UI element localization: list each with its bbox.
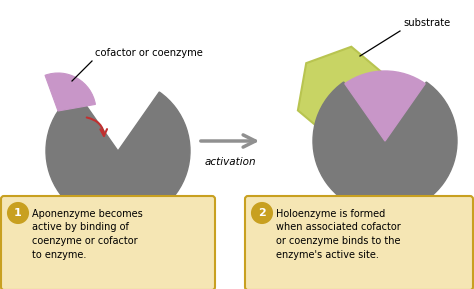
Text: activation: activation (204, 157, 256, 167)
Text: to enzyme.: to enzyme. (32, 249, 86, 260)
Text: Holoenzyme is formed: Holoenzyme is formed (276, 209, 385, 219)
Polygon shape (298, 47, 388, 141)
Wedge shape (313, 82, 457, 213)
Text: when associated cofactor: when associated cofactor (276, 223, 401, 232)
Circle shape (252, 203, 272, 223)
FancyBboxPatch shape (245, 196, 473, 289)
Text: substrate: substrate (403, 18, 450, 28)
Wedge shape (345, 71, 425, 141)
Text: enzyme's active site.: enzyme's active site. (276, 249, 379, 260)
Text: coenzyme or cofactor: coenzyme or cofactor (32, 236, 137, 246)
Text: 2: 2 (258, 208, 266, 218)
Text: or coenzyme binds to the: or coenzyme binds to the (276, 236, 401, 246)
Text: 1: 1 (14, 208, 22, 218)
Wedge shape (45, 73, 95, 111)
Text: Aponenzyme becomes: Aponenzyme becomes (32, 209, 143, 219)
Text: active by binding of: active by binding of (32, 223, 129, 232)
FancyBboxPatch shape (1, 196, 215, 289)
Circle shape (8, 203, 28, 223)
Text: cofactor or coenzyme: cofactor or coenzyme (95, 48, 203, 58)
Wedge shape (46, 92, 190, 223)
